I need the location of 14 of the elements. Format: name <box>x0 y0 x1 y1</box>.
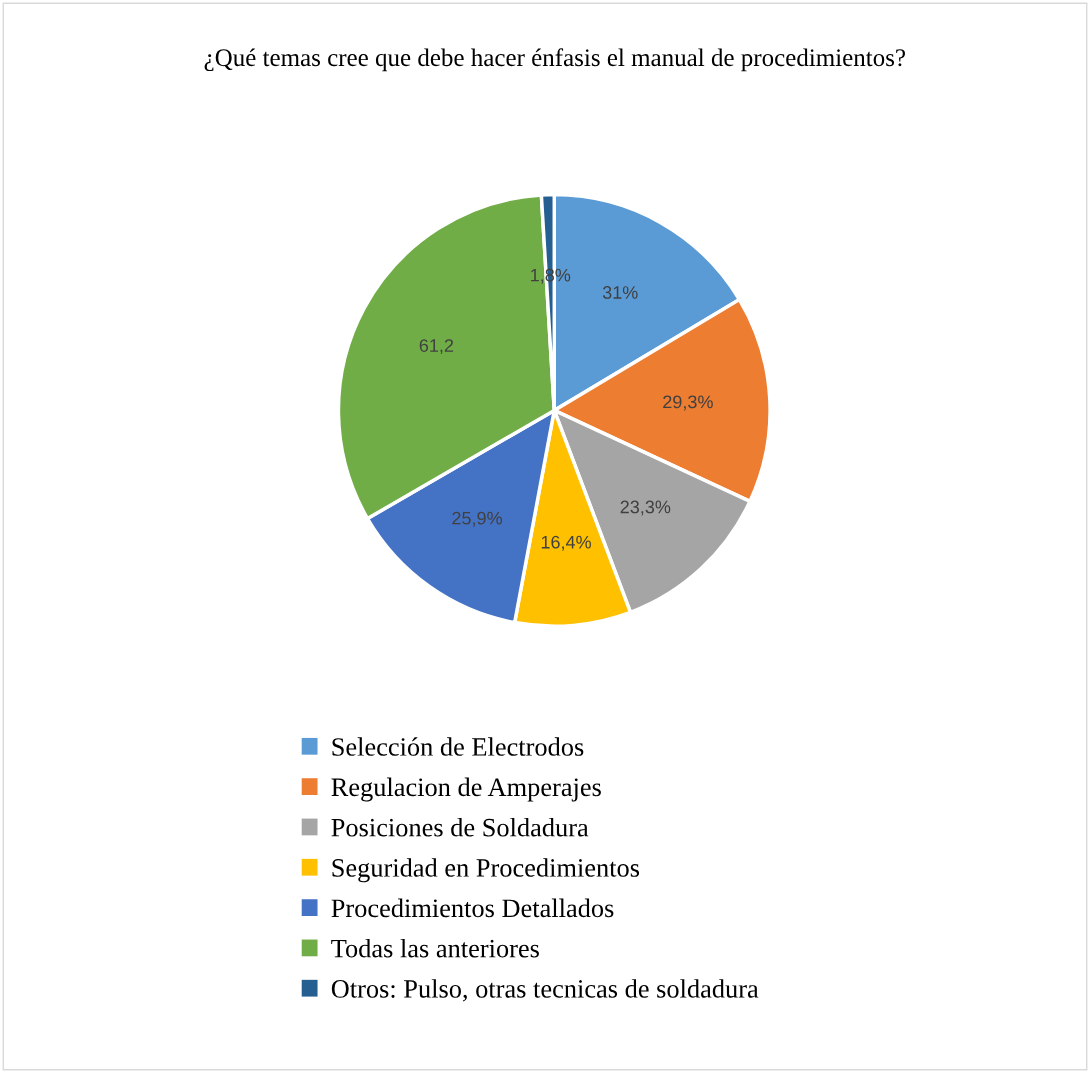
legend-label: Todas las anteriores <box>331 938 539 958</box>
legend-label: Otros: Pulso, otras tecnicas de soldadura <box>331 979 759 1002</box>
data-label: 16,4% <box>541 535 591 551</box>
data-label: 23,3% <box>620 500 671 516</box>
data-label: 25,9% <box>452 511 502 527</box>
legend-label: Posiciones de Soldadura <box>331 817 589 837</box>
data-label: 61,2 <box>419 339 454 355</box>
legend-label: Seguridad en Procedimientos <box>332 858 640 883</box>
legend-label: Procedimientos Detallados <box>331 898 614 918</box>
legend-label: Selección de Electrodos <box>332 737 584 756</box>
chart-title: ¿Qué temas cree que debe hacer énfasis el manual de procedimientos? <box>204 48 905 72</box>
data-label: 31% <box>602 286 638 299</box>
legend-label: Regulacion de Amperajes <box>331 777 601 802</box>
data-label: 29,3% <box>663 395 713 411</box>
